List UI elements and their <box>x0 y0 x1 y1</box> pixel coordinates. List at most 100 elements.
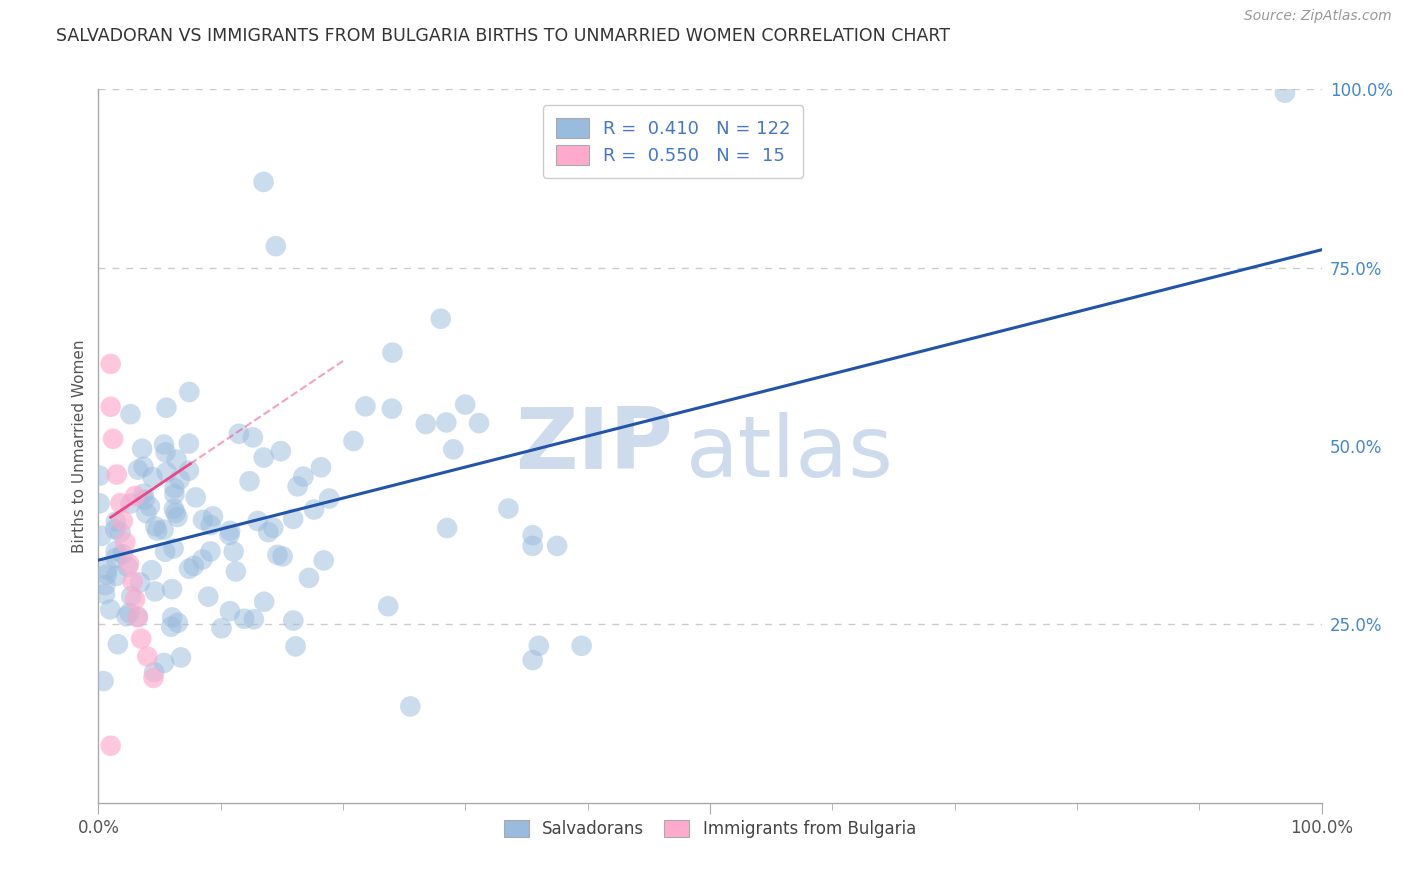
Point <box>166 452 188 467</box>
Point <box>252 175 274 189</box>
Point <box>436 521 458 535</box>
Point <box>264 239 287 253</box>
Point <box>105 569 128 583</box>
Point <box>197 590 219 604</box>
Point <box>111 547 134 561</box>
Point <box>139 500 162 514</box>
Point <box>120 589 142 603</box>
Point <box>415 417 437 431</box>
Point <box>89 468 111 483</box>
Point <box>131 442 153 456</box>
Point <box>429 311 451 326</box>
Point <box>132 487 155 501</box>
Point <box>152 523 174 537</box>
Point <box>141 563 163 577</box>
Point <box>155 445 177 459</box>
Point <box>527 639 550 653</box>
Point <box>201 509 224 524</box>
Point <box>124 592 146 607</box>
Point <box>177 436 200 450</box>
Point <box>141 470 163 484</box>
Point <box>127 609 149 624</box>
Point <box>165 506 187 520</box>
Point <box>200 518 222 533</box>
Point <box>162 541 184 556</box>
Point <box>468 416 491 430</box>
Point <box>107 637 129 651</box>
Point <box>166 510 188 524</box>
Point <box>228 426 250 441</box>
Point <box>117 560 139 574</box>
Point <box>118 606 141 620</box>
Point <box>266 548 288 562</box>
Point <box>156 465 179 479</box>
Point <box>153 656 176 670</box>
Text: Source: ZipAtlas.com: Source: ZipAtlas.com <box>1244 9 1392 23</box>
Point <box>105 467 128 482</box>
Point <box>101 432 124 446</box>
Point <box>298 571 321 585</box>
Point <box>242 430 264 444</box>
Point <box>177 464 200 478</box>
Point <box>222 544 245 558</box>
Point <box>225 565 247 579</box>
Point <box>121 574 143 589</box>
Point <box>120 407 142 421</box>
Point <box>246 514 269 528</box>
Point <box>96 567 118 582</box>
Point <box>546 539 568 553</box>
Point <box>100 400 122 414</box>
Point <box>454 398 477 412</box>
Point <box>166 615 188 630</box>
Point <box>281 512 304 526</box>
Point <box>177 562 200 576</box>
Point <box>1274 86 1296 100</box>
Point <box>571 639 593 653</box>
Point <box>522 539 544 553</box>
Point <box>124 489 146 503</box>
Point <box>498 501 520 516</box>
Point <box>127 463 149 477</box>
Point <box>94 578 117 592</box>
Point <box>522 653 544 667</box>
Point <box>160 582 183 596</box>
Point <box>253 450 276 465</box>
Point <box>312 553 335 567</box>
Point <box>111 514 134 528</box>
Point <box>118 557 141 571</box>
Point <box>104 522 127 536</box>
Point <box>342 434 364 448</box>
Point <box>302 502 325 516</box>
Legend: Salvadorans, Immigrants from Bulgaria: Salvadorans, Immigrants from Bulgaria <box>498 813 922 845</box>
Point <box>129 575 152 590</box>
Point <box>115 609 138 624</box>
Point <box>287 479 309 493</box>
Point <box>163 481 186 495</box>
Point <box>253 595 276 609</box>
Point <box>160 610 183 624</box>
Point <box>135 506 157 520</box>
Point <box>284 640 307 654</box>
Point <box>114 535 136 549</box>
Point <box>219 604 242 618</box>
Point <box>169 472 191 486</box>
Point <box>163 501 186 516</box>
Point <box>127 610 149 624</box>
Point <box>132 459 155 474</box>
Point <box>100 357 122 371</box>
Text: SALVADORAN VS IMMIGRANTS FROM BULGARIA BIRTHS TO UNMARRIED WOMEN CORRELATION CHA: SALVADORAN VS IMMIGRANTS FROM BULGARIA B… <box>56 27 950 45</box>
Point <box>441 442 464 457</box>
Point <box>200 544 222 558</box>
Point <box>93 674 115 689</box>
Point <box>239 475 262 489</box>
Point <box>120 497 142 511</box>
Point <box>179 384 201 399</box>
Point <box>110 525 132 540</box>
Point <box>399 699 422 714</box>
Point <box>153 437 176 451</box>
Point <box>110 496 132 510</box>
Point <box>377 599 399 614</box>
Point <box>98 602 121 616</box>
Point <box>318 491 340 506</box>
Point <box>129 632 152 646</box>
